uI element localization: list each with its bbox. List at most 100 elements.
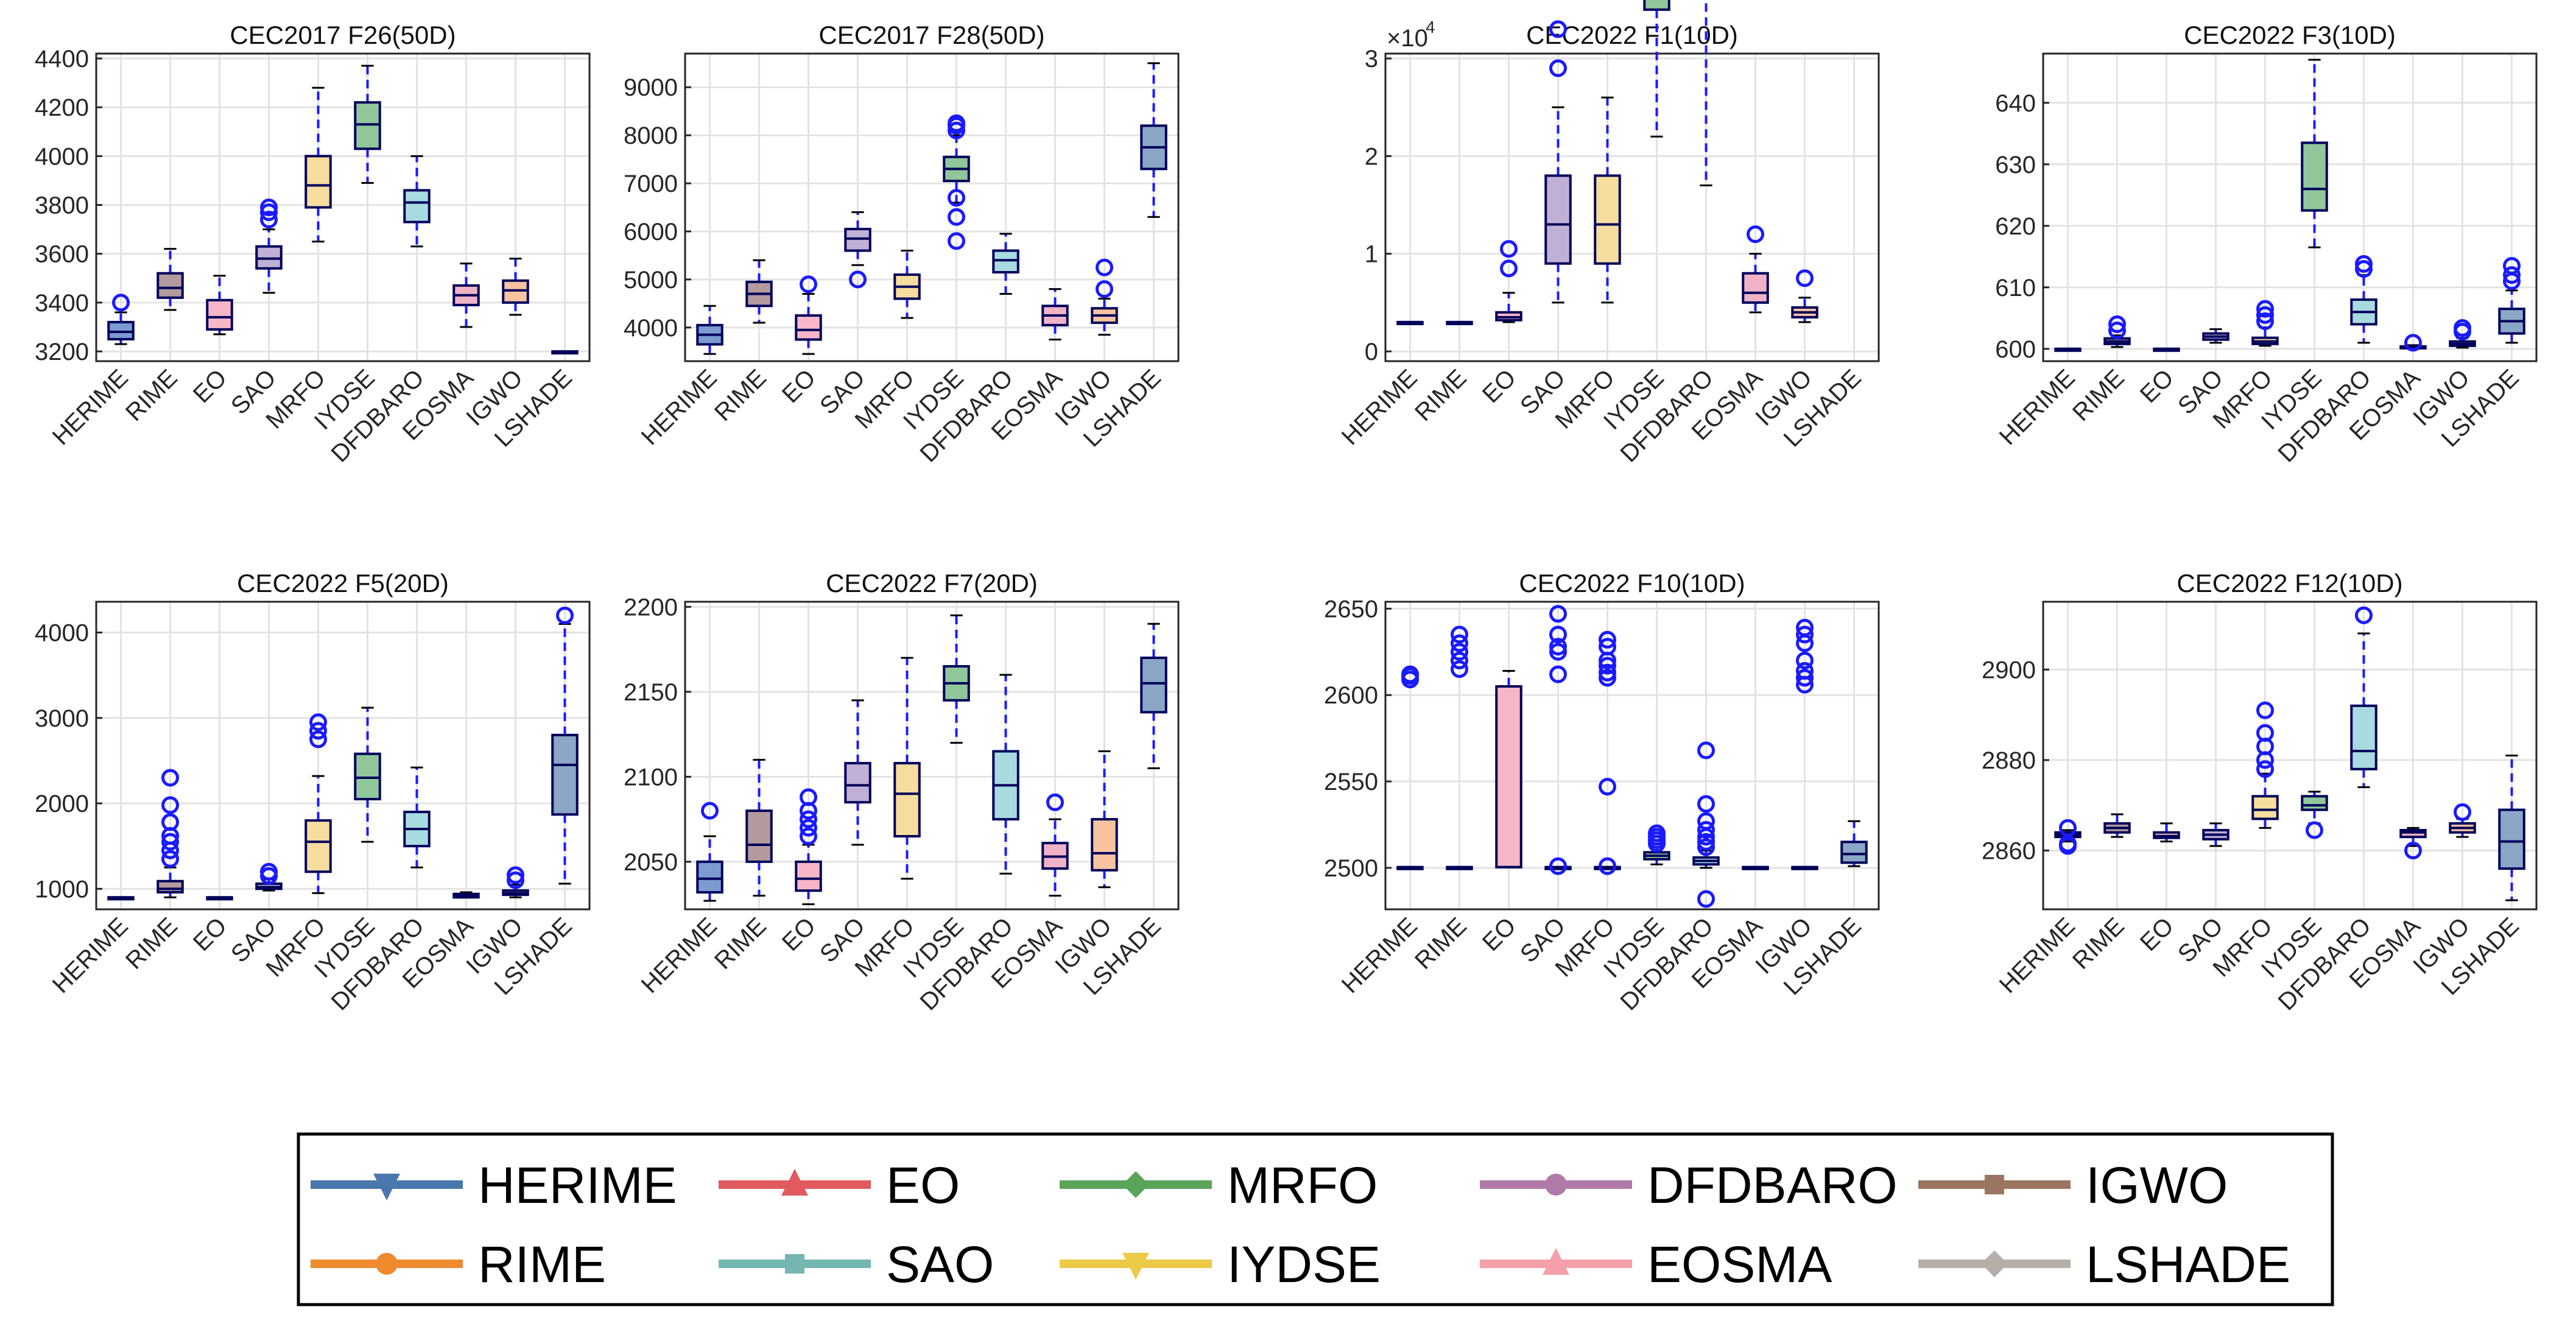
x-tick-label: RIME	[121, 364, 183, 426]
plot-area	[96, 54, 589, 361]
legend-item-dfdbaro: DFDBARO	[1480, 1157, 1898, 1214]
outlier-point	[948, 114, 965, 132]
x-tick-label: RIME	[121, 912, 183, 974]
box-rime	[157, 769, 184, 898]
box-herime	[107, 294, 135, 345]
axes-frame	[684, 601, 1180, 911]
box-igwo	[1791, 269, 1818, 323]
outlier-point	[309, 722, 327, 740]
outlier-point	[309, 730, 327, 749]
diamond-icon	[1122, 1171, 1149, 1198]
outlier-point	[1697, 833, 1715, 851]
legend-item-herime: HERIME	[311, 1157, 677, 1214]
outlier-point	[701, 802, 719, 820]
y-tick-label: 2860	[1982, 837, 2036, 864]
box-iqr	[2301, 141, 2328, 212]
box-herime	[107, 896, 135, 901]
box-iydse	[2301, 58, 2328, 248]
outlier-point	[948, 208, 965, 226]
outlier-point	[2108, 315, 2126, 333]
outlier-point	[1549, 20, 1567, 38]
y-tick-label: 2900	[1982, 657, 2036, 683]
box-iqr	[403, 189, 431, 224]
square-icon	[1985, 1175, 2004, 1194]
outlier-point	[2256, 300, 2274, 318]
outlier-point	[800, 788, 817, 806]
outlier-point	[161, 850, 179, 868]
subplot-1: 3200 3400 3600 3800 4000 4200 4400 CEC2017 F26(…	[35, 21, 591, 468]
y-tick-label: 610	[1995, 275, 2036, 301]
box-iqr	[304, 819, 332, 873]
box-lshade	[1140, 622, 1167, 769]
box-mrfo	[893, 250, 921, 319]
subplot-title: CEC2017 F26(50D)	[230, 21, 456, 49]
outlier-point	[1697, 795, 1715, 813]
subplot-title: CEC2022 F3(10D)	[2184, 21, 2396, 49]
legend-item-eosma: EOSMA	[1480, 1236, 1832, 1293]
outlier-point	[1451, 634, 1468, 652]
subplot-title: CEC2022 F10(10D)	[1519, 569, 1745, 597]
box-mrfo	[304, 86, 332, 243]
box-rime	[1446, 320, 1473, 325]
box-lshade	[2498, 755, 2525, 901]
axis-exponent-power: 4	[1426, 18, 1435, 37]
y-tick-label: 2000	[35, 791, 89, 817]
y-tick-label: 2150	[624, 679, 678, 706]
box-iqr	[157, 272, 184, 299]
circle-icon	[376, 1253, 398, 1275]
outlier-point	[948, 189, 965, 207]
y-tick-label: 2100	[624, 764, 678, 791]
box-lshade	[1140, 62, 1167, 218]
y-tick-label: 4000	[35, 143, 89, 170]
box-iqr	[844, 762, 871, 804]
axes-frame	[1384, 52, 1880, 362]
box-eo	[795, 275, 822, 355]
subplot-title: CEC2022 F7(20D)	[826, 569, 1038, 597]
outlier-point	[1697, 890, 1715, 908]
box-dfdbaro	[2350, 606, 2377, 788]
box-iqr	[502, 279, 529, 304]
y-tick-label: 8000	[624, 122, 678, 149]
outlier-point	[800, 819, 817, 837]
outlier-point	[1401, 665, 1419, 683]
x-tick-label: EO	[777, 912, 821, 956]
outlier-point	[309, 713, 327, 731]
outlier-point	[800, 827, 817, 845]
outlier-point	[1549, 59, 1567, 77]
y-tick-label: 630	[1995, 152, 2036, 178]
outlier-point	[1451, 626, 1468, 644]
legend-item-sao: SAO	[719, 1236, 994, 1293]
y-tick-label: 620	[1995, 213, 2036, 240]
outlier-point	[2256, 701, 2274, 719]
box-igwo	[1791, 619, 1818, 870]
diamond-icon	[1981, 1250, 2008, 1277]
box-iydse	[1643, 824, 1670, 865]
legend-label: MRFO	[1227, 1157, 1378, 1214]
box-dfdbaro	[403, 155, 431, 248]
box-sao	[844, 211, 871, 289]
box-mrfo	[1594, 630, 1621, 875]
outlier-point	[1648, 824, 1666, 842]
box-igwo	[1091, 750, 1118, 889]
plot-area	[2043, 54, 2536, 361]
box-herime	[2054, 819, 2082, 855]
box-iqr	[354, 752, 381, 801]
outlier-point	[1549, 643, 1567, 661]
box-eosma	[452, 263, 480, 328]
subplot-title: CEC2017 F28(50D)	[818, 21, 1044, 49]
box-sao	[1544, 605, 1572, 875]
y-tick-label: 2050	[624, 849, 678, 876]
y-tick-label: 3200	[35, 339, 89, 365]
box-mrfo	[2251, 701, 2279, 829]
triangle-down-icon	[373, 1174, 400, 1200]
y-tick-label: 7000	[624, 171, 678, 197]
outlier-point	[1599, 657, 1616, 675]
outlier-point	[1796, 669, 1814, 687]
box-eo	[1495, 669, 1522, 869]
box-lshade	[2498, 256, 2525, 344]
axes-frame	[2042, 601, 2538, 911]
box-lshade	[551, 350, 579, 354]
box-iqr	[1594, 174, 1621, 265]
